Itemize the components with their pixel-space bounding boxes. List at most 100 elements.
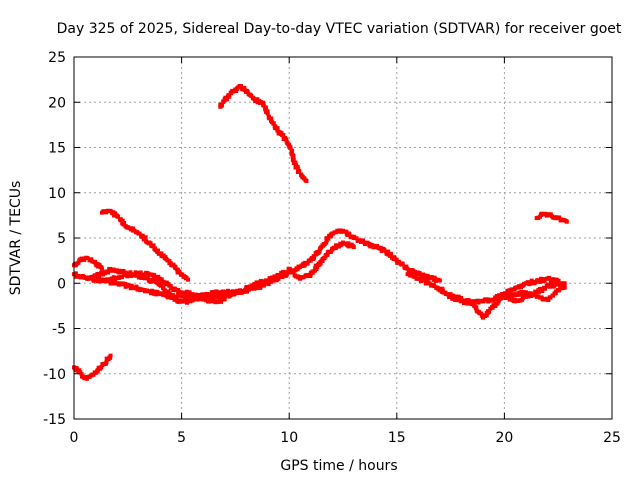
data-point — [432, 284, 437, 289]
data-point — [173, 265, 178, 270]
data-point — [487, 309, 492, 314]
data-point — [182, 299, 187, 304]
data-point — [159, 277, 164, 282]
data-point — [546, 275, 551, 280]
data-point — [132, 272, 137, 277]
data-point — [182, 295, 187, 300]
data-point — [73, 271, 78, 276]
y-tick-label: -15 — [43, 412, 66, 428]
y-tick-label: 0 — [57, 276, 66, 292]
data-point — [123, 284, 128, 289]
data-point — [349, 234, 354, 239]
data-point — [504, 295, 509, 300]
data-point — [320, 258, 325, 263]
data-point — [423, 273, 428, 278]
data-point — [227, 93, 232, 98]
data-point — [224, 97, 229, 102]
data-point — [237, 290, 242, 295]
data-point — [74, 274, 79, 279]
data-point — [269, 116, 274, 121]
x-tick-label: 0 — [70, 430, 79, 446]
data-point — [140, 234, 145, 239]
data-point — [167, 259, 172, 264]
data-point — [315, 265, 320, 270]
data-point — [539, 287, 544, 292]
data-point — [290, 149, 295, 154]
data-point — [546, 298, 551, 303]
data-point — [201, 293, 206, 298]
data-point — [291, 157, 296, 162]
data-point — [127, 271, 132, 276]
x-axis-label: GPS time / hours — [280, 458, 397, 474]
data-point — [486, 298, 491, 303]
series-arc7 — [218, 83, 309, 183]
data-point — [152, 291, 157, 296]
data-point — [104, 360, 109, 365]
data-point — [155, 289, 160, 294]
data-point — [266, 282, 271, 287]
data-point — [195, 293, 200, 298]
data-point — [155, 276, 160, 281]
data-point — [93, 273, 98, 278]
data-point — [182, 291, 187, 296]
x-tick-label: 25 — [603, 430, 621, 446]
data-point — [208, 299, 213, 304]
data-point — [378, 245, 383, 250]
data-point — [329, 233, 334, 238]
data-point — [129, 283, 134, 288]
x-tick-label: 10 — [280, 430, 298, 446]
data-point — [108, 353, 113, 358]
data-point — [151, 278, 156, 283]
data-point — [177, 269, 182, 274]
data-point — [293, 160, 298, 165]
grid — [74, 57, 612, 419]
data-point — [518, 292, 523, 297]
data-point — [191, 296, 196, 301]
data-point — [342, 241, 347, 246]
data-point — [266, 279, 271, 284]
data-point — [143, 237, 148, 242]
data-point — [159, 251, 164, 256]
data-point — [564, 219, 569, 224]
data-point — [533, 292, 538, 297]
data-point — [112, 213, 117, 218]
series-arc2 — [72, 353, 113, 381]
x-ticks: 0 5 10 15 20 25 — [70, 57, 621, 446]
data-point — [553, 290, 558, 295]
data-point — [187, 290, 192, 295]
data-point — [306, 273, 311, 278]
data-point — [394, 258, 399, 263]
data-point — [562, 285, 567, 290]
data-point — [85, 256, 90, 261]
data-point — [341, 229, 346, 234]
data-point — [106, 270, 111, 275]
data-point — [270, 275, 275, 280]
data-point — [542, 278, 547, 283]
data-point — [291, 270, 296, 275]
data-point — [404, 264, 409, 269]
data-point — [234, 88, 239, 93]
data-point — [295, 165, 300, 170]
data-point — [108, 355, 113, 360]
data-point — [151, 243, 156, 248]
data-point — [473, 306, 478, 311]
data-point — [174, 295, 179, 300]
data-point — [265, 111, 270, 116]
data-point — [498, 294, 503, 299]
data-point — [494, 294, 499, 299]
data-point — [228, 292, 233, 297]
data-point — [216, 299, 221, 304]
data-point — [245, 90, 250, 95]
data-point — [159, 283, 164, 288]
data-point — [461, 299, 466, 304]
data-point — [229, 290, 234, 295]
data-point — [269, 278, 274, 283]
data-point — [238, 84, 243, 89]
data-point — [288, 145, 293, 150]
data-point — [354, 236, 359, 241]
data-point — [302, 263, 307, 268]
data-point — [412, 269, 417, 274]
data-point — [311, 254, 316, 259]
data-point — [271, 121, 276, 126]
data-point — [226, 288, 231, 293]
